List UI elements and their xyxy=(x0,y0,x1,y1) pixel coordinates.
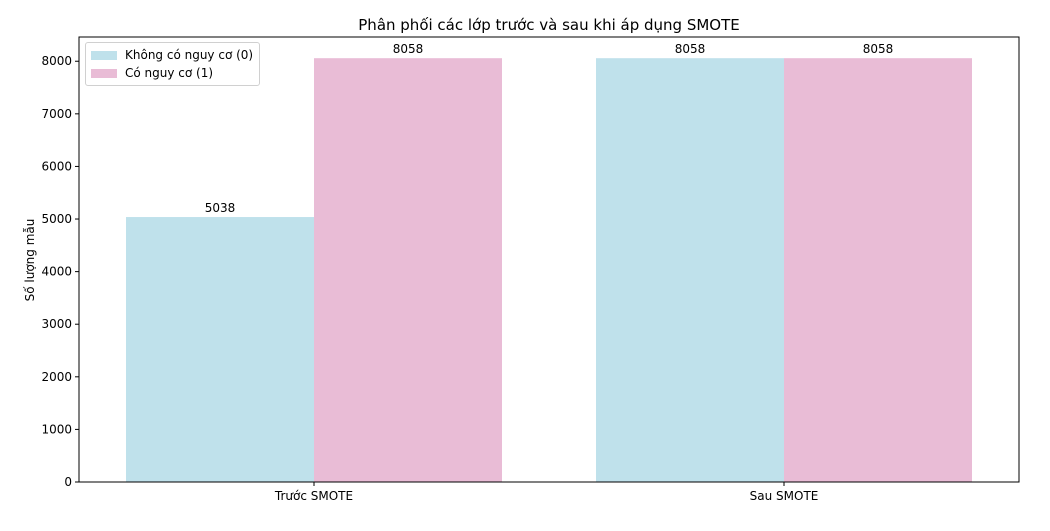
legend-entry-series-0: Không có nguy cơ (0) xyxy=(91,46,253,64)
y-tick-label-1: 1000 xyxy=(41,422,72,436)
legend: Không có nguy cơ (0) Có nguy cơ (1) xyxy=(85,42,261,86)
x-tick-label-0: Trước SMOTE xyxy=(274,489,353,503)
y-tick-label-4: 4000 xyxy=(41,265,72,279)
y-tick-label-5: 5000 xyxy=(41,212,72,226)
bar-series-0-category-1 xyxy=(596,58,784,482)
legend-label-series-1: Có nguy cơ (1) xyxy=(125,66,214,80)
y-tick-label-2: 2000 xyxy=(41,370,72,384)
data-label-series-1-category-1: 8058 xyxy=(863,42,894,56)
bars-layer xyxy=(126,58,972,482)
data-label-series-0-category-1: 8058 xyxy=(675,42,706,56)
legend-swatch-series-0 xyxy=(91,50,117,60)
y-tick-label-8: 8000 xyxy=(41,54,72,68)
chart-title: Phân phối các lớp trước và sau khi áp dụ… xyxy=(358,16,739,34)
plot-frame xyxy=(78,36,1020,483)
y-tick-label-6: 6000 xyxy=(41,159,72,173)
data-label-series-1-category-0: 8058 xyxy=(393,42,424,56)
y-tick-label-7: 7000 xyxy=(41,107,72,121)
bar-series-0-category-0 xyxy=(126,217,314,482)
legend-swatch-series-1 xyxy=(91,68,117,78)
legend-label-series-0: Không có nguy cơ (0) xyxy=(125,48,254,62)
bar-series-1-category-0 xyxy=(314,58,502,482)
legend-entry-series-1: Có nguy cơ (1) xyxy=(91,64,253,82)
bar-series-1-category-1 xyxy=(784,58,972,482)
data-labels-layer: 5038 8058 8058 8058 xyxy=(205,42,894,215)
y-tick-label-0: 0 xyxy=(64,475,72,489)
x-tick-label-1: Sau SMOTE xyxy=(750,489,819,503)
data-label-series-0-category-0: 5038 xyxy=(205,201,236,215)
y-axis-label: Số lượng mẫu xyxy=(23,219,37,302)
y-tick-label-3: 3000 xyxy=(41,317,72,331)
ticks-layer: 0 1000 2000 3000 4000 5000 6000 7000 8000 Trước S… xyxy=(41,54,818,503)
